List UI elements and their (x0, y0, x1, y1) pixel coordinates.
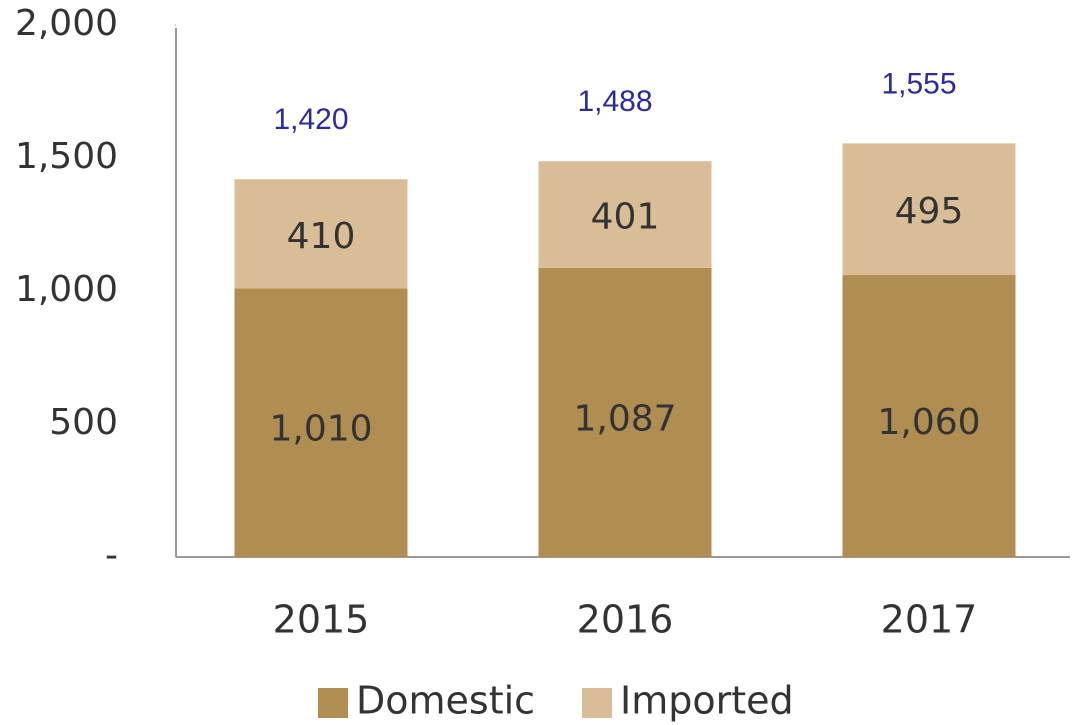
y-tick-label: 1,000 (15, 269, 118, 310)
y-tick-label: 500 (49, 402, 118, 443)
bar-segment (842, 275, 1016, 557)
data-label: 1,060 (877, 402, 980, 443)
total-label: 1,420 (273, 103, 348, 136)
data-label: 1,010 (269, 409, 372, 450)
data-label: 1,087 (573, 398, 676, 439)
bar-segment (538, 161, 712, 268)
legend-swatch (582, 688, 612, 718)
legend-label: Domestic (356, 679, 535, 723)
legend-swatch (318, 688, 348, 718)
bar-segment (538, 267, 712, 557)
data-label: 401 (591, 197, 660, 238)
y-tick-label: 1,500 (15, 136, 118, 177)
y-tick-label: 2,000 (15, 3, 118, 44)
data-label: 410 (287, 216, 356, 257)
y-tick-label: - (105, 535, 118, 576)
total-label: 1,488 (577, 85, 652, 118)
bar-segment (234, 179, 408, 289)
total-label: 1,555 (881, 67, 956, 100)
data-label: 495 (895, 191, 964, 232)
x-tick-label: 2017 (881, 598, 978, 642)
bar-segment (234, 288, 408, 557)
x-tick-label: 2016 (577, 598, 674, 642)
legend-label: Imported (620, 679, 794, 723)
bar-segment (842, 143, 1016, 276)
x-tick-label: 2015 (273, 598, 370, 642)
